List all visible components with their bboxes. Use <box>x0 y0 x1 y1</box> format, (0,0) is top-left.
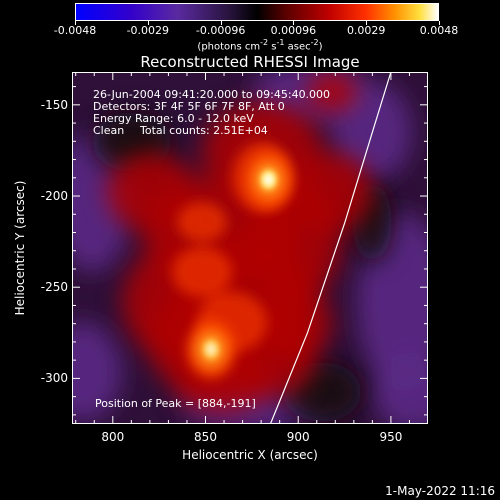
heatmap-plot <box>72 72 428 424</box>
colorbar-tick-label: 0.0029 <box>346 24 386 37</box>
source-peak-1 <box>244 150 293 209</box>
x-tick-label: 950 <box>379 430 403 444</box>
info-line-clean: Clean <box>93 124 125 137</box>
info-line-counts: Total counts: 2.51E+04 <box>140 124 268 137</box>
background-blob <box>72 322 122 422</box>
colorbar-tick-mark <box>220 21 222 25</box>
colorbar-tick-mark <box>439 21 440 25</box>
colorbar-tick-mark <box>75 21 76 25</box>
emission-blob <box>177 202 227 242</box>
emission-blob <box>252 282 332 362</box>
emission-blob <box>172 247 232 297</box>
peak-position-label: Position of Peak = [884,-191] <box>95 397 256 410</box>
info-line-time: 26-Jun-2004 09:41:20.000 to 09:45:40.000 <box>93 88 331 101</box>
colorbar-tick-label: 0.0048 <box>419 24 459 37</box>
colorbar-tick-label: -0.0029 <box>126 24 170 37</box>
colorbar-tick-mark <box>366 21 368 25</box>
emission-blob <box>107 152 197 232</box>
y-tick-label: -300 <box>40 371 68 386</box>
emission-blob <box>292 152 372 232</box>
x-tick-label: 800 <box>101 430 125 444</box>
x-tick-label: 850 <box>194 430 217 444</box>
x-axis-label: Heliocentric X (arcsec) <box>182 448 318 462</box>
info-line-energy: Energy Range: 6.0 - 12.0 keV <box>93 112 254 125</box>
colorbar-tick-mark <box>293 21 295 25</box>
colorbar <box>75 3 439 21</box>
solar-limb-curve <box>269 72 392 424</box>
y-axis-label: Heliocentric Y (arcsec) <box>13 180 27 316</box>
colorbar-tick-mark <box>147 21 149 25</box>
colorbar-tick-label: -0.00096 <box>195 24 246 37</box>
y-tick-label: -150 <box>40 97 68 112</box>
colorbar-tick-label: 0.00096 <box>270 24 317 37</box>
colorbar-tick-label: -0.0048 <box>53 24 97 37</box>
info-line-detectors: Detectors: 3F 4F 5F 6F 7F 8F, Att 0 <box>93 100 285 113</box>
background-blob <box>372 352 428 424</box>
y-tick-label: -200 <box>40 189 68 204</box>
x-tick-label: 900 <box>286 430 310 444</box>
source-peak-2 <box>187 320 236 379</box>
plot-title: Reconstructed RHESSI Image <box>140 53 360 71</box>
emission-blob <box>307 72 357 112</box>
timestamp: 1-May-2022 11:16 <box>385 484 495 498</box>
y-tick-label: -250 <box>40 280 68 295</box>
colorbar-unit-label: (photons cm-2 s-1 asec-2) <box>197 38 323 53</box>
